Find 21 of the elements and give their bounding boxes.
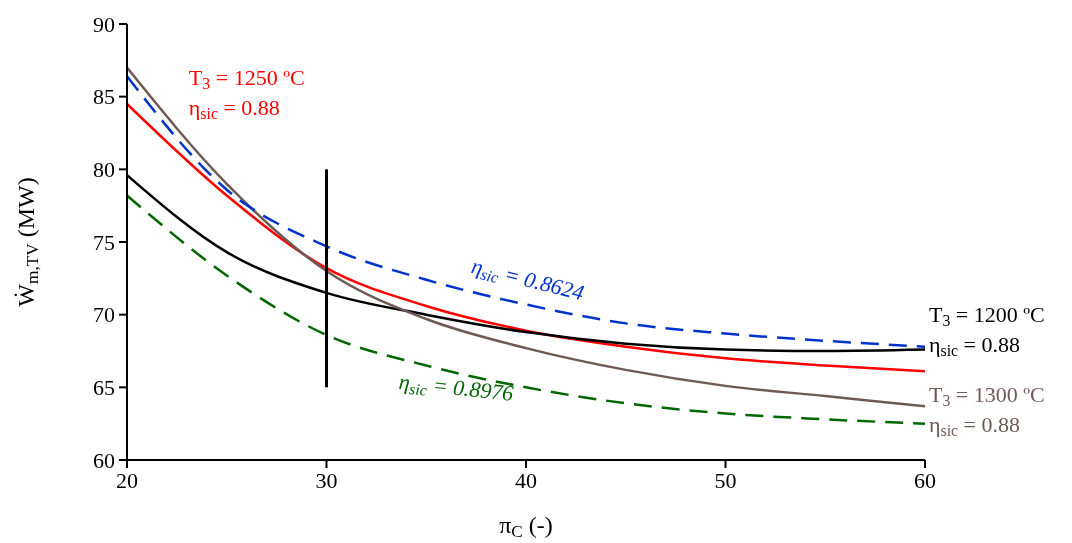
- x-tick-label: 30: [315, 467, 338, 493]
- y-tick-label: 75: [93, 229, 115, 255]
- series-label: T$_{3}$ = 1300 ºC η$_{sic}$ = 0.88: [928, 381, 1045, 439]
- line-series: [127, 66, 925, 408]
- y-tick-label: 60: [93, 447, 115, 473]
- x-tick-label: 50: [714, 467, 737, 493]
- x-tick-label: 40: [515, 467, 537, 493]
- line-series: [127, 102, 925, 373]
- y-tick-label: 65: [93, 375, 115, 401]
- y-tick-label: 85: [93, 84, 115, 110]
- line-series: [127, 194, 925, 425]
- series-label: T$_{3}$ = 1200 ºC η$_{sic}$ = 0.88: [928, 301, 1045, 359]
- y-tick-label: 90: [93, 11, 115, 37]
- x-tick-label: 60: [914, 467, 936, 493]
- x-axis-title: π$_{C}$ (-): [499, 512, 553, 541]
- text: η$_{sic}$ = 0.8976: [397, 368, 515, 406]
- text: η$_{sic}$ = 0.8624: [468, 253, 587, 306]
- x-tick-label: 20: [116, 467, 138, 493]
- series-label: T$_{3}$ = 1250 ºC η$_{sic}$ = 0.88: [188, 65, 305, 122]
- y-tick-label: 80: [93, 157, 115, 183]
- y-tick-label: 70: [93, 302, 115, 328]
